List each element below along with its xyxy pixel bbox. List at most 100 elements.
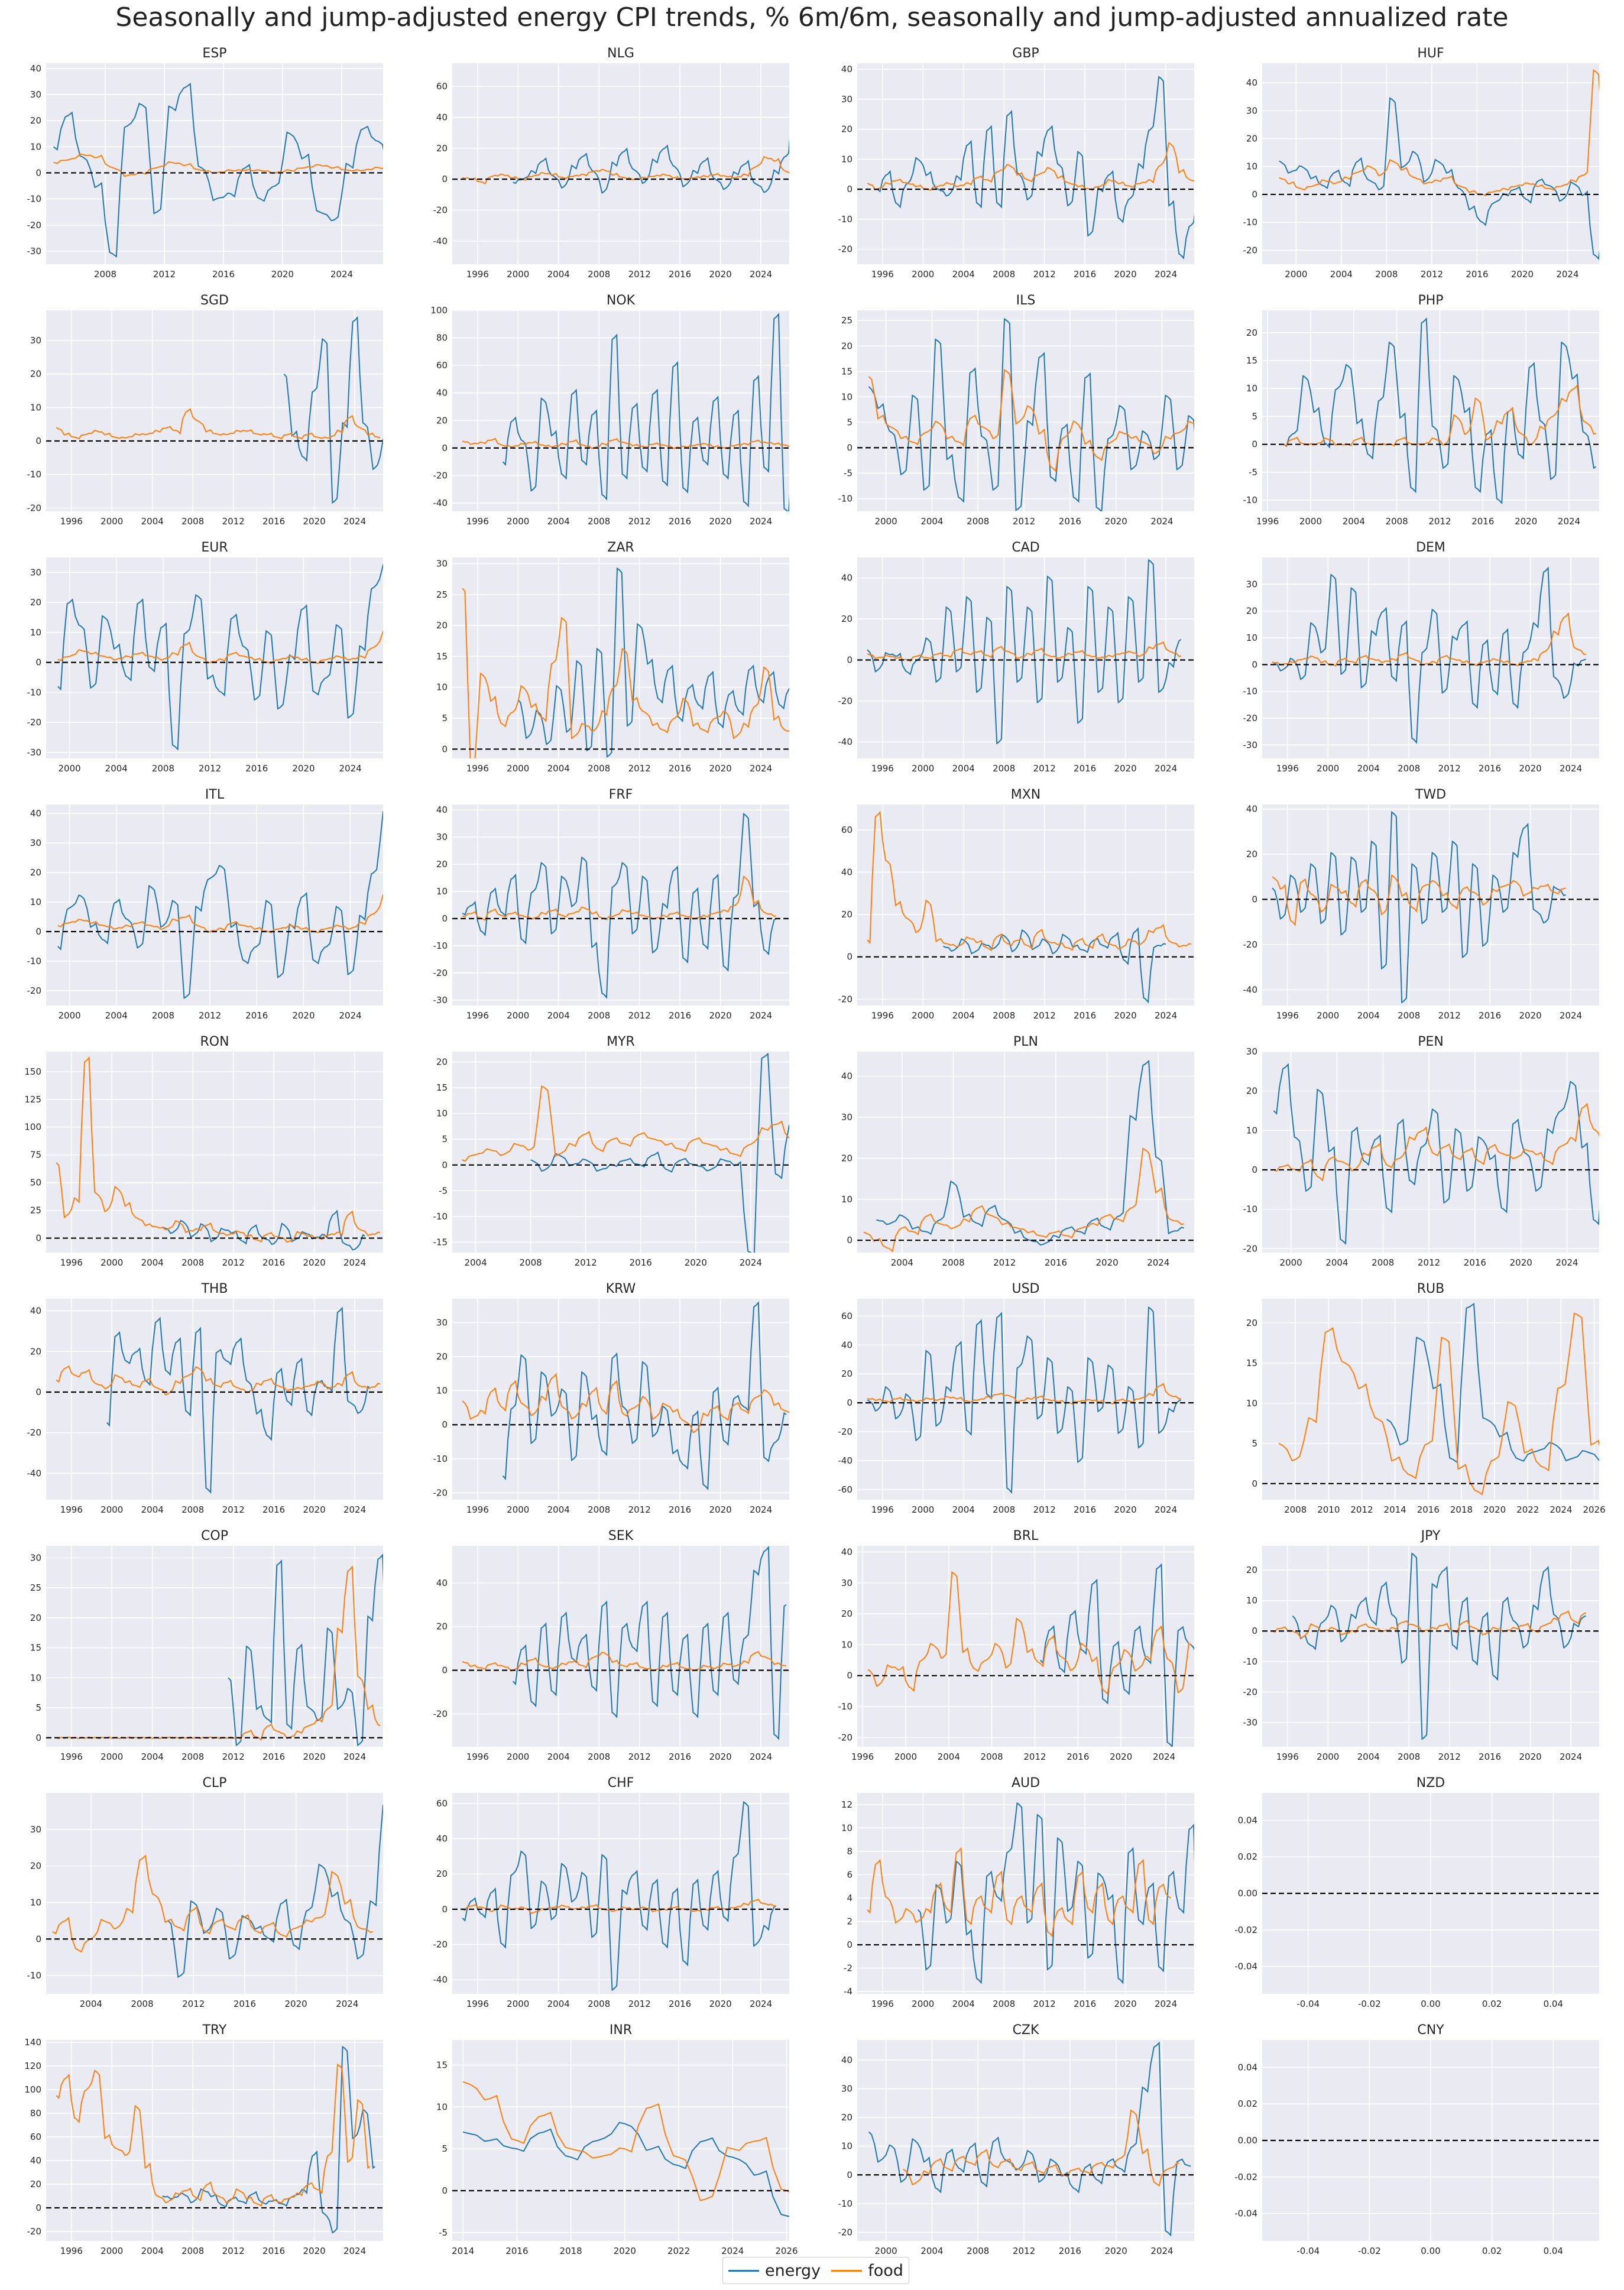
series-line-energy-jpy: [1292, 1552, 1587, 1740]
x-tick-label: 1996: [871, 1010, 894, 1021]
subplot-title-frf: FRF: [609, 787, 633, 802]
y-tick-label: 0: [847, 442, 852, 453]
plot-area-cop: [46, 1546, 383, 1747]
x-tick-label: 1996: [60, 516, 83, 527]
x-tick-label: 2004: [80, 1999, 102, 2009]
x-tick-label: 2016: [1479, 1010, 1501, 1021]
y-tick-label: 5: [1252, 411, 1257, 421]
x-tick-label: 2024: [750, 1751, 772, 1762]
y-tick-label: -20: [27, 985, 42, 996]
x-tick-label: 2000: [1280, 1257, 1302, 1268]
y-tick-label: 10: [436, 886, 448, 897]
x-tick-label: 2022: [667, 2246, 690, 2256]
y-tick-label: -10: [27, 469, 42, 480]
y-tick-label: -40: [433, 1974, 448, 1985]
legend-item-food: food: [831, 2262, 903, 2280]
series-line-food-czk: [903, 2109, 1179, 2187]
series-line-food-php: [1283, 384, 1596, 447]
plot-area-esp: [46, 63, 383, 264]
y-tick-label: 20: [841, 1608, 852, 1619]
y-tick-label: 40: [841, 1071, 852, 1082]
x-tick-label: 2004: [464, 1257, 487, 1268]
series-line-energy-itl: [57, 810, 383, 1000]
subplot-title-brl: BRL: [1013, 1529, 1039, 1543]
series-line-energy-brl: [1039, 1563, 1194, 1747]
y-tick-label: -0.04: [1234, 2208, 1257, 2219]
x-tick-label: 2016: [212, 269, 235, 280]
x-tick-label: 2016: [245, 763, 268, 774]
y-tick-label: -20: [1243, 1686, 1258, 1697]
x-tick-label: 2020: [1114, 1999, 1137, 2009]
y-tick-label: 10: [30, 141, 41, 152]
x-tick-label: 2020: [303, 1504, 326, 1515]
x-tick-label: 2004: [920, 2246, 943, 2256]
y-tick-label: 120: [24, 2061, 41, 2071]
x-tick-label: 1996: [466, 1999, 489, 2009]
x-tick-label: 2012: [222, 1751, 245, 1762]
series-line-food-try: [56, 2063, 371, 2207]
x-tick-label: 2020: [709, 1999, 732, 2009]
x-tick-label: 2016: [245, 1010, 268, 1021]
plot-area-chf: [452, 1793, 789, 1994]
series-line-food-eur: [57, 630, 383, 664]
series-line-energy-sgd: [283, 316, 383, 504]
y-tick-label: 30: [436, 1317, 448, 1328]
x-tick-label: 2016: [1464, 1257, 1486, 1268]
y-tick-label: 20: [841, 1153, 852, 1163]
subplot-title-pen: PEN: [1418, 1034, 1444, 1049]
y-tick-label: 10: [436, 2101, 448, 2112]
y-tick-label: 20: [436, 1056, 448, 1067]
series-line-food-krw: [462, 1373, 789, 1433]
y-tick-label: -20: [1243, 245, 1258, 255]
y-tick-label: 0: [1252, 894, 1257, 904]
y-tick-label: -0.02: [1234, 2172, 1257, 2182]
subplot-title-usd: USD: [1012, 1282, 1039, 1296]
y-tick-label: 0: [442, 2185, 448, 2196]
series-line-food-zar: [462, 588, 789, 758]
x-tick-label: 2016: [1074, 1504, 1096, 1515]
x-tick-label: 2026: [1583, 1504, 1605, 1515]
x-tick-label: 1996: [871, 1504, 894, 1515]
subplot-sgd: -20 -10 0 10 20 30 1996 2000 2004 2008 2012 2016 202…: [27, 293, 383, 527]
subplot-ron: 0 25 50 75 100 125 150 1996 2000 2004 2008 2012 2016…: [24, 1034, 383, 1268]
x-tick-label: 2000: [101, 516, 123, 527]
y-tick-label: 40: [1246, 804, 1257, 815]
subplot-title-huf: HUF: [1417, 46, 1444, 61]
subplot-title-esp: ESP: [202, 46, 226, 61]
subplot-zar: 0 5 10 15 20 25 30 1996 2000 2004 2008 2012 2016 2020…: [436, 540, 789, 774]
x-tick-label: 2016: [262, 1504, 285, 1515]
series-line-food-thb: [56, 1365, 381, 1396]
x-tick-label: 2000: [912, 763, 934, 774]
x-tick-label: -0.04: [1296, 2246, 1320, 2256]
subplot-aud: -4 -2 0 2 4 6 8 10 12 1996 2000 2004 2008 2012 2016 202…: [841, 1776, 1194, 2009]
y-tick-label: 0.02: [1238, 1851, 1257, 1862]
x-tick-label: 2008: [588, 516, 610, 527]
series-line-energy-esp: [53, 82, 383, 258]
series-line-energy-chf: [462, 1801, 777, 1991]
y-tick-label: 20: [30, 115, 41, 126]
plot-area-nlg: [452, 63, 789, 264]
y-tick-label: 20: [436, 1869, 448, 1879]
x-tick-label: 2024: [1155, 763, 1177, 774]
plot-area-myr: [452, 1052, 789, 1253]
x-tick-label: 2004: [1343, 516, 1365, 527]
y-tick-label: 0: [1252, 1626, 1257, 1636]
y-tick-label: 150: [24, 1066, 41, 1077]
x-tick-label: 2020: [1096, 1257, 1119, 1268]
x-tick-label: 2004: [547, 1751, 570, 1762]
y-tick-label: 0: [1252, 1165, 1257, 1175]
y-tick-label: 60: [436, 1798, 448, 1809]
y-tick-label: 0: [35, 1934, 41, 1944]
x-tick-label: 2008: [94, 269, 116, 280]
x-tick-label: 2008: [520, 1257, 542, 1268]
y-tick-label: 0: [1252, 439, 1257, 450]
y-tick-label: -20: [27, 502, 42, 513]
subplot-inr: -5 0 5 10 15 2014 2016 2018 2020 2022 2024 2026 INR: [436, 2023, 798, 2256]
x-tick-label: 0.00: [1421, 1999, 1440, 2009]
y-tick-label: -40: [433, 498, 448, 508]
series-line-energy-php: [1283, 317, 1597, 505]
y-tick-label: 30: [30, 567, 41, 578]
x-tick-label: 2024: [1560, 1010, 1582, 1021]
series-line-food-cop: [56, 1565, 381, 1741]
y-tick-label: 10: [30, 897, 41, 907]
